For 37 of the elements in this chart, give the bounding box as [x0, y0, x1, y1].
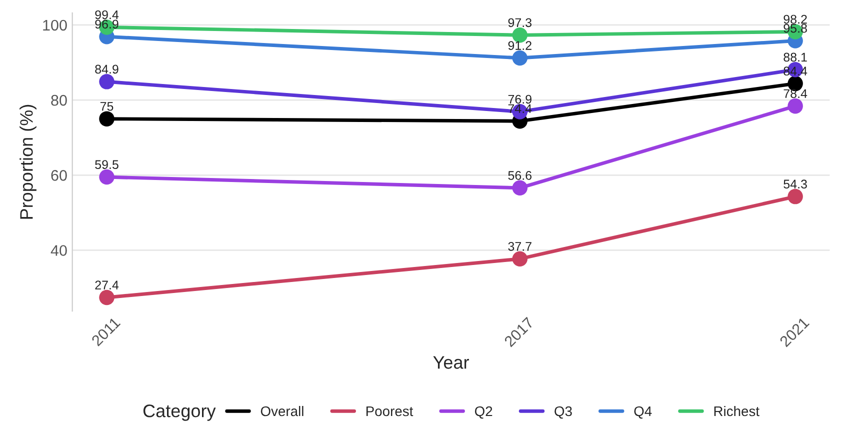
data-label: 78.4	[784, 89, 808, 98]
y-axis-title: Proportion (%)	[20, 104, 36, 219]
data-label: 54.3	[784, 180, 807, 189]
data-label: 99.4	[95, 10, 119, 20]
y-tick-label: 60	[51, 170, 67, 181]
y-tick-label: 100	[43, 20, 67, 31]
legend-label: Poorest	[366, 406, 414, 416]
legend-title: Category	[143, 404, 216, 421]
point	[788, 98, 803, 114]
legend-label: Q4	[634, 406, 652, 419]
data-label: 59.5	[95, 160, 118, 169]
data-label: 27.4	[95, 280, 119, 290]
data-label: 76.9	[508, 94, 532, 104]
data-label: 74.4	[508, 104, 532, 113]
data-label: 56.6	[508, 171, 532, 180]
point	[512, 180, 528, 196]
y-tick-label: 40	[50, 245, 67, 256]
point	[99, 74, 114, 90]
legend-label: Q3	[554, 406, 572, 419]
legend-label: Q2	[474, 406, 492, 419]
legend-label: Overall	[260, 406, 304, 416]
point	[99, 290, 114, 306]
x-axis-title: Year	[433, 356, 469, 369]
point	[99, 169, 114, 185]
data-label: 91.2	[508, 41, 532, 50]
legend-label: Richest	[714, 406, 760, 416]
point	[512, 251, 528, 266]
data-label: 98.2	[784, 14, 807, 24]
data-label: 88.1	[784, 52, 807, 62]
data-label: 37.7	[508, 242, 532, 251]
data-label: 75	[100, 102, 114, 111]
point	[99, 111, 114, 126]
y-tick-label: 80	[51, 94, 67, 106]
point	[512, 50, 528, 66]
data-label: 84.9	[95, 64, 118, 74]
point	[788, 188, 803, 204]
data-label: 97.3	[508, 18, 532, 28]
